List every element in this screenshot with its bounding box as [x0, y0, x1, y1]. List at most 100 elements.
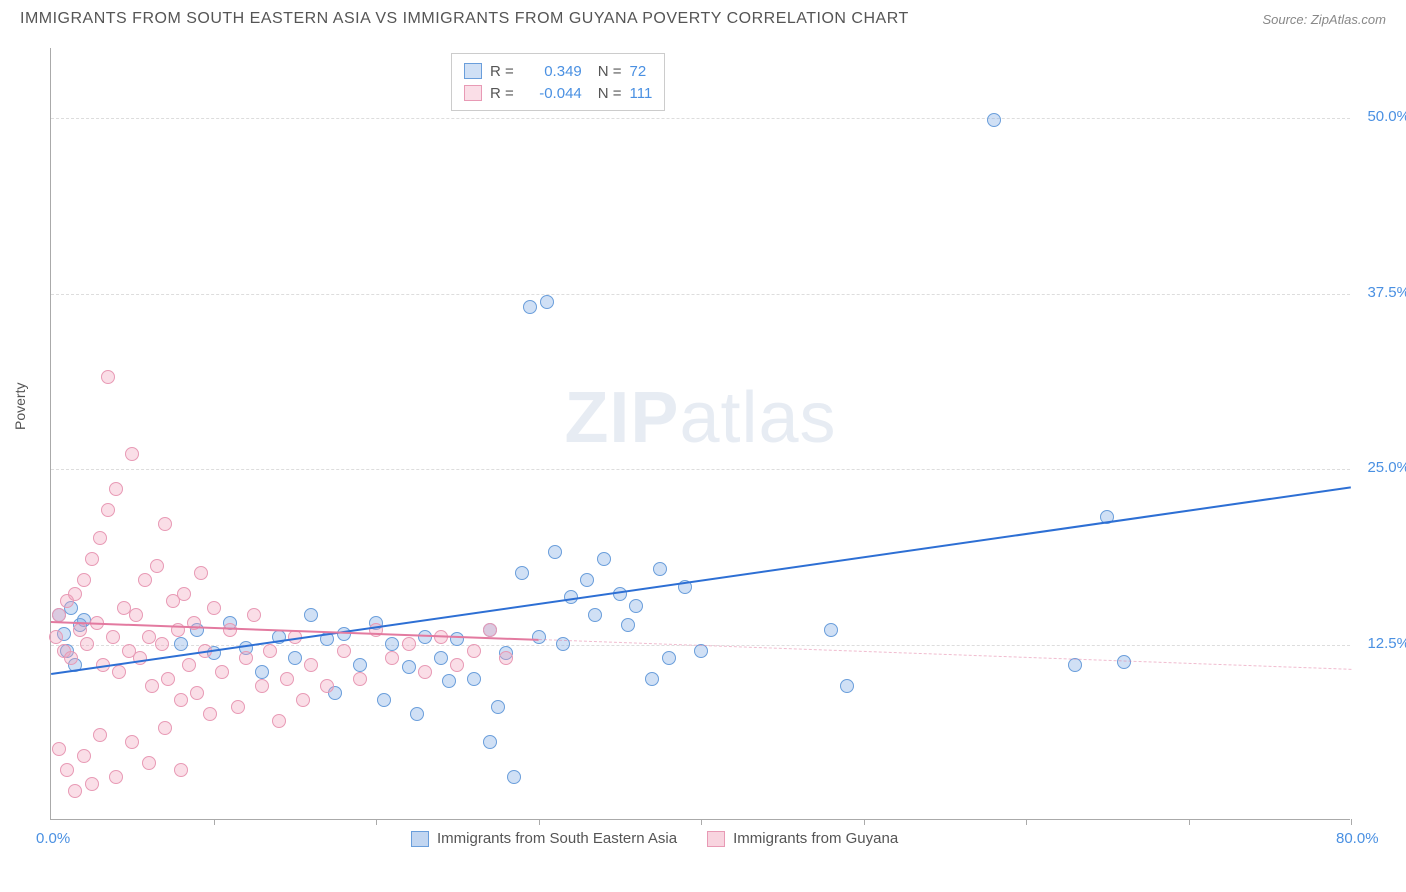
data-point	[101, 503, 115, 517]
legend-swatch	[464, 63, 482, 79]
legend-n-value: 72	[630, 63, 647, 80]
series-legend-item: Immigrants from South Eastern Asia	[411, 830, 677, 847]
data-point	[532, 630, 546, 644]
data-point	[161, 672, 175, 686]
data-point	[272, 714, 286, 728]
x-tick-mark	[539, 819, 540, 825]
data-point	[653, 562, 667, 576]
data-point	[597, 552, 611, 566]
watermark-zip: ZIP	[564, 378, 679, 458]
data-point	[101, 370, 115, 384]
data-point	[450, 632, 464, 646]
data-point	[93, 531, 107, 545]
data-point	[215, 665, 229, 679]
data-point	[129, 608, 143, 622]
legend-r-label: R =	[490, 85, 514, 102]
data-point	[73, 623, 87, 637]
data-point	[174, 763, 188, 777]
data-point	[190, 686, 204, 700]
data-point	[85, 552, 99, 566]
data-point	[255, 679, 269, 693]
data-point	[85, 777, 99, 791]
data-point	[353, 672, 367, 686]
legend-n-label: N =	[598, 85, 622, 102]
data-point	[304, 658, 318, 672]
data-point	[621, 618, 635, 632]
data-point	[109, 770, 123, 784]
data-point	[483, 735, 497, 749]
x-tick-mark	[864, 819, 865, 825]
data-point	[987, 113, 1001, 127]
trend-line-extrapolated	[538, 639, 1351, 670]
data-point	[434, 651, 448, 665]
grid-line	[51, 469, 1350, 470]
source-name: ZipAtlas.com	[1311, 12, 1386, 27]
y-tick-label: 12.5%	[1355, 635, 1406, 652]
data-point	[377, 693, 391, 707]
data-point	[174, 637, 188, 651]
data-point	[402, 637, 416, 651]
data-point	[80, 637, 94, 651]
data-point	[150, 559, 164, 573]
x-tick-mark	[701, 819, 702, 825]
data-point	[158, 721, 172, 735]
data-point	[523, 300, 537, 314]
data-point	[142, 756, 156, 770]
data-point	[296, 693, 310, 707]
x-tick-mark	[1026, 819, 1027, 825]
data-point	[548, 545, 562, 559]
data-point	[182, 658, 196, 672]
data-point	[49, 630, 63, 644]
data-point	[109, 482, 123, 496]
data-point	[442, 674, 456, 688]
data-point	[207, 601, 221, 615]
data-point	[499, 651, 513, 665]
data-point	[507, 770, 521, 784]
legend-r-value: 0.349	[522, 63, 582, 80]
data-point	[247, 608, 261, 622]
data-point	[645, 672, 659, 686]
source-prefix: Source:	[1262, 12, 1310, 27]
data-point	[177, 587, 191, 601]
series-legend-item: Immigrants from Guyana	[707, 830, 898, 847]
y-axis-label: Poverty	[12, 383, 28, 430]
legend-n-value: 111	[630, 85, 653, 102]
data-point	[155, 637, 169, 651]
y-tick-label: 25.0%	[1355, 459, 1406, 476]
data-point	[239, 651, 253, 665]
data-point	[263, 644, 277, 658]
y-tick-label: 37.5%	[1355, 284, 1406, 301]
grid-line	[51, 294, 1350, 295]
data-point	[112, 665, 126, 679]
data-point	[145, 679, 159, 693]
legend-swatch	[411, 831, 429, 847]
data-point	[125, 735, 139, 749]
data-point	[385, 651, 399, 665]
data-point	[467, 644, 481, 658]
data-point	[337, 644, 351, 658]
correlation-legend: R =0.349N =72R =-0.044N =111	[451, 53, 665, 111]
data-point	[483, 623, 497, 637]
series-legend: Immigrants from South Eastern Asia Immigr…	[411, 830, 898, 847]
x-tick-label: 80.0%	[1336, 830, 1379, 847]
y-tick-label: 50.0%	[1355, 108, 1406, 125]
data-point	[515, 566, 529, 580]
data-point	[824, 623, 838, 637]
data-point	[580, 573, 594, 587]
data-point	[125, 447, 139, 461]
data-point	[418, 665, 432, 679]
x-tick-mark	[1351, 819, 1352, 825]
data-point	[203, 707, 217, 721]
x-tick-mark	[214, 819, 215, 825]
data-point	[64, 651, 78, 665]
correlation-legend-row: R =-0.044N =111	[464, 82, 652, 104]
data-point	[1117, 655, 1131, 669]
data-point	[255, 665, 269, 679]
legend-r-label: R =	[490, 63, 514, 80]
source-attribution: Source: ZipAtlas.com	[1262, 12, 1386, 27]
correlation-legend-row: R =0.349N =72	[464, 60, 652, 82]
data-point	[174, 693, 188, 707]
grid-line	[51, 118, 1350, 119]
data-point	[138, 573, 152, 587]
series-legend-label: Immigrants from Guyana	[733, 830, 898, 847]
